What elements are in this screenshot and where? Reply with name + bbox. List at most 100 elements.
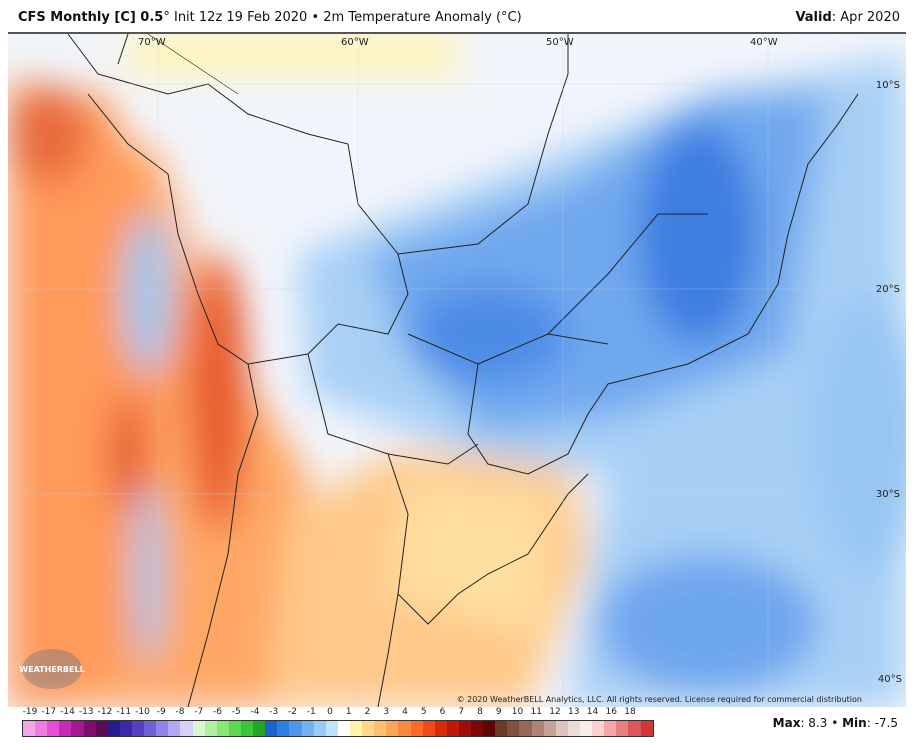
colorbar-tick-label: 4	[402, 707, 408, 717]
colorbar-tick-label: -19	[22, 707, 38, 717]
colorbar-tick-label: 9	[495, 707, 502, 717]
colorbar-swatch	[156, 721, 169, 736]
colorbar-swatch	[374, 721, 387, 736]
colorbar-swatch	[23, 721, 36, 736]
colorbar-swatch	[192, 721, 205, 736]
colorbar-swatch	[216, 721, 229, 736]
colorbar-swatch	[446, 721, 459, 736]
colorbar-swatch	[277, 721, 290, 736]
colorbar-swatch	[398, 721, 411, 736]
colorbar-tick-label: -4	[250, 707, 260, 717]
colorbar-swatch	[555, 721, 568, 736]
colorbar-swatch	[71, 721, 84, 736]
colorbar-tick-label: 5	[420, 707, 427, 717]
colorbar-tick-label: 8	[477, 707, 483, 717]
colorbar-tick-label: -14	[60, 707, 75, 717]
colorbar-swatch	[616, 721, 629, 736]
colorbar-tick-label: -11	[116, 707, 132, 717]
colorbar-swatch	[483, 721, 496, 736]
colorbar-swatch	[83, 721, 96, 736]
colorbar-swatch	[337, 721, 350, 736]
colorbar-tick-label: 0	[327, 707, 333, 717]
colorbar-swatch	[131, 721, 145, 736]
colorbar-swatch	[325, 721, 338, 736]
colorbar-swatch	[95, 721, 108, 736]
weatherbell-logo: WEATHERBELL	[19, 649, 85, 689]
colorbar-swatch	[47, 721, 60, 736]
lat-label: 10°S	[875, 80, 900, 91]
colorbar-tick-label: 2	[364, 707, 371, 717]
colorbar-swatch	[458, 721, 472, 736]
colorbar-tick-label: -8	[175, 707, 185, 717]
colorbar-tick-label: -5	[231, 707, 241, 717]
colorbar-swatch	[362, 721, 375, 736]
colorbar-swatch	[410, 721, 423, 736]
colorbar-swatch	[471, 721, 484, 736]
colorbar	[22, 720, 654, 737]
colorbar-swatch	[301, 721, 314, 736]
valid-date: Valid: Apr 2020	[795, 10, 900, 25]
colorbar-swatch	[35, 721, 48, 736]
colorbar-swatch	[168, 721, 181, 736]
anomaly-field	[8, 34, 906, 707]
max-min-stats: Max: 8.3 • Min: -7.5	[772, 716, 898, 730]
colorbar-swatch	[434, 721, 447, 736]
colorbar-swatch	[289, 721, 302, 736]
colorbar-swatch	[531, 721, 544, 736]
colorbar-tick-label: -6	[213, 707, 222, 717]
colorbar-tick-label: -9	[156, 707, 166, 717]
colorbar-swatch	[567, 721, 581, 736]
colorbar-swatch	[240, 721, 254, 736]
colorbar-swatch	[386, 721, 399, 736]
colorbar-tick-label: 12	[549, 707, 561, 717]
colorbar-swatch	[59, 721, 72, 736]
colorbar-swatch	[204, 721, 217, 736]
lat-label: 40°S	[877, 674, 902, 685]
colorbar-swatch	[422, 721, 435, 736]
colorbar-tick-label: -1	[306, 707, 316, 717]
colorbar-tick-label: 1	[345, 707, 352, 717]
colorbar-swatch	[580, 721, 593, 736]
map-title: CFS Monthly [C] 0.5° Init 12z 19 Feb 202…	[18, 10, 522, 25]
lon-label: 40°W	[750, 37, 778, 48]
colorbar-tick-label: -13	[78, 707, 94, 717]
colorbar-swatch	[144, 721, 157, 736]
colorbar-swatch	[349, 721, 363, 736]
temperature-anomaly-map: 70°W 60°W 50°W 40°W 10°S 20°S 30°S 40°S …	[8, 32, 906, 707]
colorbar-swatch	[604, 721, 617, 736]
colorbar-tick-label: 18	[624, 707, 636, 717]
colorbar-swatch	[543, 721, 556, 736]
colorbar-swatch	[507, 721, 520, 736]
colorbar-tick-label: 7	[458, 707, 465, 717]
lon-label: 70°W	[138, 37, 166, 48]
colorbar-ticks: -19 -17 -14 -13 -12 -11 -10 -9 -8 -7 -6 -5 -4 -3 -2 -1 0…	[12, 707, 662, 719]
colorbar-swatch	[228, 721, 241, 736]
colorbar-swatch	[640, 721, 653, 736]
colorbar-tick-label: 10	[511, 707, 524, 717]
colorbar-swatch	[107, 721, 120, 736]
colorbar-swatch	[592, 721, 605, 736]
colorbar-tick-label: -3	[269, 707, 279, 717]
colorbar-tick-label: 14	[586, 707, 599, 717]
colorbar-tick-label: 6	[439, 707, 446, 717]
colorbar-tick-label: -10	[135, 707, 150, 717]
colorbar-swatch	[628, 721, 641, 736]
colorbar-swatch	[519, 721, 532, 736]
colorbar-tick-label: 16	[605, 707, 617, 717]
colorbar-swatch	[313, 721, 326, 736]
colorbar-tick-label: -2	[288, 707, 297, 717]
lon-label: 60°W	[341, 37, 369, 48]
colorbar-tick-label: 3	[383, 707, 390, 717]
copyright: © 2020 WeatherBELL Analytics, LLC. All r…	[456, 695, 862, 704]
colorbar-swatch	[253, 721, 266, 736]
colorbar-swatch	[495, 721, 508, 736]
colorbar-swatch	[119, 721, 132, 736]
colorbar-tick-label: -12	[97, 707, 113, 717]
lon-label: 50°W	[546, 37, 574, 48]
colorbar-tick-label: 11	[530, 707, 542, 717]
colorbar-tick-label: -17	[41, 707, 57, 717]
lat-label: 20°S	[875, 284, 900, 295]
colorbar-tick-label: 13	[568, 707, 580, 717]
colorbar-swatch	[180, 721, 193, 736]
colorbar-tick-label: -7	[194, 707, 204, 717]
